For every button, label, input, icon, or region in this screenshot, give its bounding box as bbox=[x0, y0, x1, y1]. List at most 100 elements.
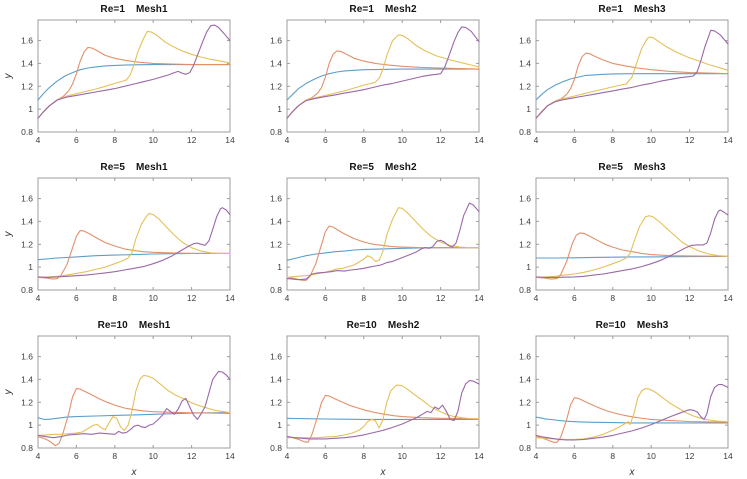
x-tick-label: 10 bbox=[148, 293, 158, 303]
x-tick-label: 8 bbox=[112, 293, 117, 303]
y-tick-label: 1.4 bbox=[270, 374, 282, 384]
y-tick-label: 1 bbox=[28, 420, 33, 430]
y-tick-label: 1 bbox=[277, 104, 282, 114]
y-tick-label: 1.4 bbox=[519, 58, 531, 68]
x-tick-label: 14 bbox=[225, 451, 235, 461]
axes-box bbox=[37, 19, 231, 133]
series-line4-purple bbox=[535, 29, 729, 119]
plot-canvas: 4 6 8 10 12 14 0.8 1 1.2 1.4 1.6 y x bbox=[3, 335, 235, 478]
x-tick-label: 12 bbox=[685, 451, 695, 461]
y-tick-label: 1.2 bbox=[21, 81, 33, 91]
series-line2-orange bbox=[535, 52, 729, 119]
plot-canvas: 4 6 8 10 12 14 0.8 1 1.2 1.4 1.6 bbox=[519, 177, 733, 303]
series-line4-purple bbox=[535, 384, 729, 441]
x-axis-label: x bbox=[131, 467, 138, 478]
subplot-re5-mesh2: Re=5 Mesh2 4 6 8 10 12 14 0.8 1 1.2 1.4 1.6 bbox=[249, 158, 498, 316]
x-tick-label: 6 bbox=[74, 135, 79, 145]
series-line2-orange bbox=[37, 46, 231, 119]
y-tick-label: 1.2 bbox=[270, 239, 282, 249]
y-tick-label: 1.2 bbox=[21, 239, 33, 249]
y-tick-label: 1.4 bbox=[21, 216, 33, 226]
axes-box bbox=[286, 19, 480, 133]
x-tick-label: 6 bbox=[572, 135, 577, 145]
axes-box bbox=[535, 19, 729, 133]
x-tick-label: 6 bbox=[572, 451, 577, 461]
y-tick-label: 1.4 bbox=[270, 58, 282, 68]
x-tick-label: 12 bbox=[187, 293, 197, 303]
y-tick-label: 1.4 bbox=[519, 216, 531, 226]
series-line3-yellow bbox=[37, 212, 231, 278]
x-axis-label: x bbox=[629, 467, 636, 478]
x-tick-label: 12 bbox=[436, 135, 446, 145]
y-tick-label: 1.2 bbox=[21, 397, 33, 407]
x-tick-label: 6 bbox=[323, 293, 328, 303]
x-tick-label: 14 bbox=[225, 135, 235, 145]
axes-box bbox=[37, 177, 231, 291]
subplot-re10-mesh2: Re=10 Mesh2 4 6 8 10 12 14 0.8 1 1.2 1.4 1.6 x bbox=[249, 316, 498, 479]
x-tick-label: 14 bbox=[474, 293, 484, 303]
series-line1-blue bbox=[535, 73, 729, 101]
plot-canvas: 4 6 8 10 12 14 0.8 1 1.2 1.4 1.6 x bbox=[519, 335, 733, 478]
x-tick-label: 14 bbox=[474, 135, 484, 145]
x-tick-label: 4 bbox=[285, 135, 290, 145]
x-tick-label: 14 bbox=[723, 135, 733, 145]
series-line3-yellow bbox=[286, 34, 480, 119]
y-tick-label: 1 bbox=[277, 262, 282, 272]
subplot-re10-mesh3: Re=10 Mesh3 4 6 8 10 12 14 0.8 1 1.2 1.4 1.6 x bbox=[498, 316, 747, 479]
series-line1-blue bbox=[37, 64, 231, 101]
plot-canvas: 4 6 8 10 12 14 0.8 1 1.2 1.4 1.6 x bbox=[270, 335, 484, 478]
x-tick-label: 6 bbox=[323, 451, 328, 461]
x-axis-label: x bbox=[380, 467, 387, 478]
y-tick-label: 1.6 bbox=[519, 36, 531, 46]
x-tick-label: 10 bbox=[397, 135, 407, 145]
y-tick-label: 1 bbox=[526, 420, 531, 430]
series-line3-yellow bbox=[286, 207, 480, 278]
x-tick-label: 10 bbox=[148, 135, 158, 145]
y-tick-label: 1.2 bbox=[519, 397, 531, 407]
axes-box bbox=[535, 177, 729, 291]
series-line2-orange bbox=[535, 397, 729, 443]
series-line1-blue bbox=[535, 255, 729, 259]
series-line4-purple bbox=[286, 26, 480, 119]
series-line2-orange bbox=[37, 388, 231, 447]
x-tick-label: 8 bbox=[112, 451, 117, 461]
x-tick-label: 10 bbox=[646, 451, 656, 461]
series-line1-blue bbox=[535, 416, 729, 424]
y-tick-label: 1 bbox=[28, 262, 33, 272]
x-tick-label: 4 bbox=[36, 135, 41, 145]
x-tick-label: 10 bbox=[646, 293, 656, 303]
y-tick-label: 1 bbox=[28, 104, 33, 114]
y-tick-label: 1.2 bbox=[270, 397, 282, 407]
x-tick-label: 4 bbox=[285, 293, 290, 303]
x-tick-label: 8 bbox=[361, 135, 366, 145]
y-tick-label: 1 bbox=[277, 420, 282, 430]
x-tick-label: 8 bbox=[112, 135, 117, 145]
y-tick-label: 0.8 bbox=[270, 285, 282, 295]
y-tick-label: 0.8 bbox=[270, 127, 282, 137]
x-tick-label: 8 bbox=[610, 135, 615, 145]
y-tick-label: 0.8 bbox=[21, 285, 33, 295]
y-tick-label: 1.6 bbox=[21, 194, 33, 204]
axes-box bbox=[286, 177, 480, 291]
x-tick-label: 6 bbox=[74, 293, 79, 303]
y-axis-label: y bbox=[3, 231, 14, 238]
series-line4-purple bbox=[37, 370, 231, 439]
plot-canvas: 4 6 8 10 12 14 0.8 1 1.2 1.4 1.6 y bbox=[3, 19, 235, 145]
x-tick-label: 6 bbox=[74, 451, 79, 461]
x-tick-label: 8 bbox=[610, 451, 615, 461]
y-tick-label: 0.8 bbox=[21, 127, 33, 137]
series-line2-orange bbox=[37, 230, 231, 280]
y-tick-label: 0.8 bbox=[519, 285, 531, 295]
y-tick-label: 1 bbox=[526, 104, 531, 114]
y-tick-label: 1.2 bbox=[270, 81, 282, 91]
plot-canvas: 4 6 8 10 12 14 0.8 1 1.2 1.4 1.6 bbox=[270, 19, 484, 145]
y-tick-label: 1.6 bbox=[270, 194, 282, 204]
x-tick-label: 12 bbox=[685, 135, 695, 145]
series-line3-yellow bbox=[286, 384, 480, 439]
y-tick-label: 1.2 bbox=[519, 81, 531, 91]
y-axis-label: y bbox=[3, 389, 14, 396]
x-tick-label: 6 bbox=[572, 293, 577, 303]
x-tick-label: 10 bbox=[148, 451, 158, 461]
series-line4-purple bbox=[535, 209, 729, 278]
plot-canvas: 4 6 8 10 12 14 0.8 1 1.2 1.4 1.6 y bbox=[3, 177, 235, 303]
